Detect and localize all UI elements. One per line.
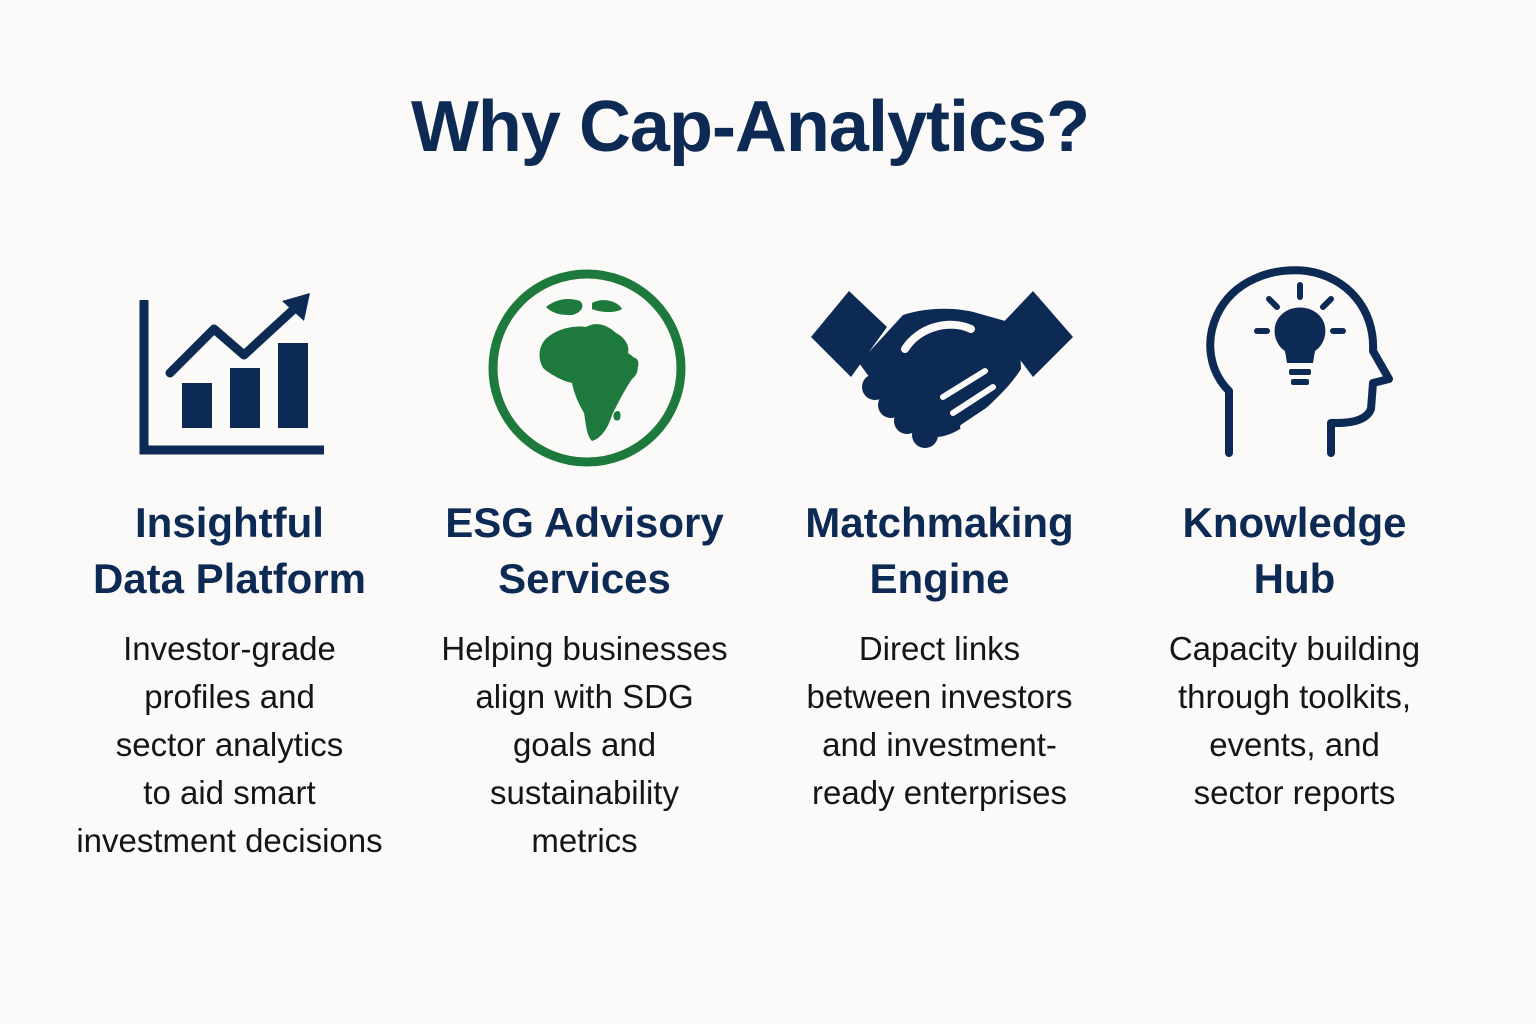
feature-matchmaking: Matchmaking Engine Direct links between … — [762, 255, 1117, 817]
handshake-icon — [811, 291, 1073, 448]
feature-title: Knowledge Hub — [1182, 499, 1407, 602]
page-title: Why Cap-Analytics? — [410, 87, 1090, 167]
feature-title: ESG Advisory Services — [445, 499, 724, 602]
bar-chart-growth-icon — [139, 293, 324, 455]
feature-description: Direct links between investors and inves… — [806, 630, 1073, 811]
features-grid: Insightful Data Platform Investor-grade … — [52, 255, 1472, 895]
globe-africa-icon — [488, 269, 686, 467]
feature-icon-container — [1117, 255, 1472, 473]
feature-description: Helping businesses align with SDG goals … — [441, 630, 728, 859]
feature-data-platform: Insightful Data Platform Investor-grade … — [52, 255, 407, 865]
head-lightbulb-icon — [1206, 266, 1393, 457]
feature-title: Matchmaking Engine — [805, 499, 1074, 602]
feature-description: Capacity building through toolkits, even… — [1168, 630, 1421, 811]
feature-icon-container — [407, 255, 762, 473]
feature-icon-container — [52, 255, 407, 473]
feature-description: Investor-grade profiles and sector analy… — [76, 630, 383, 859]
feature-title: Insightful Data Platform — [92, 499, 367, 602]
feature-esg-advisory: ESG Advisory Services Helping businesses… — [407, 255, 762, 865]
feature-knowledge-hub: Knowledge Hub Capacity building through … — [1117, 255, 1472, 817]
feature-icon-container — [762, 255, 1117, 473]
